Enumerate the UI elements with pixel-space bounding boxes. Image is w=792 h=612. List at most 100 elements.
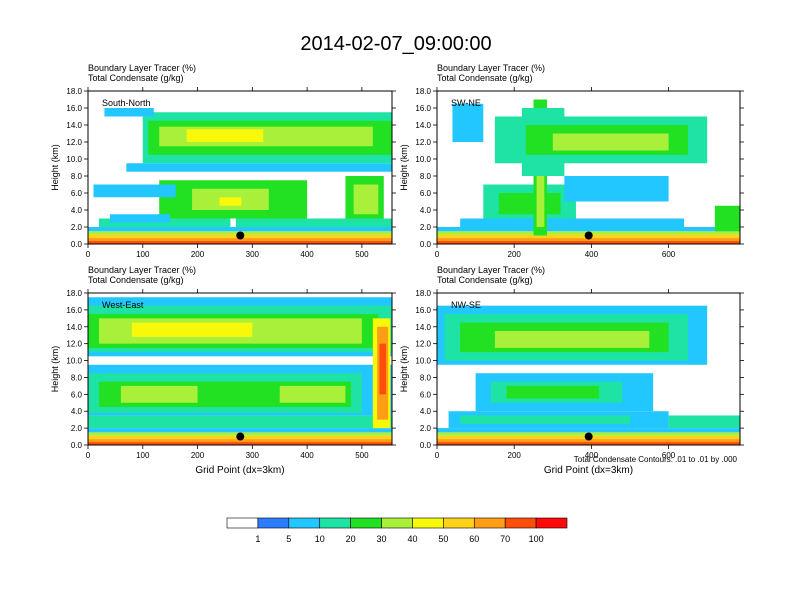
y-tick-label: 18.0: [66, 87, 82, 96]
colorbar-swatch: [535, 517, 568, 529]
y-tick-label: 6.0: [420, 390, 432, 399]
y-tick-label: 2.0: [71, 223, 83, 232]
data-band: [104, 108, 154, 117]
data-band: [494, 331, 650, 348]
panel-field-label: Boundary Layer Tracer (%): [437, 265, 545, 275]
colorbar-swatch: [257, 517, 290, 529]
colorbar-swatch: [381, 517, 413, 529]
colorbar-label: 60: [469, 534, 479, 544]
y-tick-label: 18.0: [66, 289, 82, 298]
colorbar-label: 40: [407, 534, 417, 544]
y-tick-label: 14.0: [66, 323, 82, 332]
data-band: [131, 322, 253, 337]
location-marker: [236, 432, 245, 441]
colorbar-label: 100: [529, 534, 544, 544]
y-tick-label: 0.0: [71, 441, 83, 450]
plot-frame: [436, 292, 741, 446]
colorbar-swatch: [350, 517, 382, 529]
data-band: [437, 428, 740, 433]
data-band: [437, 241, 740, 244]
x-tick-label: 400: [300, 451, 314, 460]
x-tick-label: 200: [508, 250, 522, 259]
data-band: [668, 415, 740, 429]
x-tick-label: 100: [136, 250, 150, 259]
y-tick-label: 10.0: [415, 357, 431, 366]
data-band: [552, 133, 669, 151]
panel-west-east: 0.0 2.0 4.0 6.0 8.0 10.0 12.0 14.0 16.0 18.0 0 100 2…: [50, 265, 396, 476]
location-marker: [236, 231, 245, 240]
panel-name: West-East: [102, 300, 144, 310]
y-tick-label: 16.0: [66, 306, 82, 315]
panel-contour-label: Total Condensate (g/kg): [88, 73, 184, 83]
data-band: [564, 176, 669, 202]
x-tick-label: 500: [355, 250, 369, 259]
y-tick-label: 16.0: [415, 306, 431, 315]
data-band: [235, 218, 392, 227]
data-band: [186, 129, 264, 142]
panel-nw-se: 0.0 2.0 4.0 6.0 8.0 10.0 12.0 14.0 16.0 18.0 0 200 4…: [399, 265, 744, 476]
data-band: [437, 442, 740, 445]
x-tick-label: 400: [300, 250, 314, 259]
panel-field-label: Boundary Layer Tracer (%): [437, 63, 545, 73]
data-band: [88, 439, 392, 443]
data-band: [93, 184, 176, 198]
data-band: [88, 241, 392, 244]
colorbar-label: 5: [286, 534, 291, 544]
colorbar-swatch: [288, 517, 321, 529]
colorbar-label: 10: [315, 534, 325, 544]
data-band: [88, 238, 392, 242]
data-band: [460, 415, 630, 424]
colorbar-label: 20: [346, 534, 356, 544]
y-tick-label: 4.0: [71, 407, 83, 416]
y-tick-label: 2.0: [420, 223, 432, 232]
data-band: [506, 385, 600, 399]
y-tick-label: 4.0: [71, 206, 83, 215]
colorbar: 1 5 10 20 30 40 50 60 70 100: [226, 517, 568, 544]
data-band: [460, 218, 685, 227]
x-tick-label: 100: [136, 451, 150, 460]
colorbar-label: 1: [255, 534, 260, 544]
colorbar-swatch: [319, 517, 351, 529]
x-tick-label: 400: [585, 250, 599, 259]
colorbar-swatch: [443, 517, 475, 529]
y-tick-label: 18.0: [415, 289, 431, 298]
y-tick-label: 8.0: [420, 172, 432, 181]
data-band: [109, 214, 171, 223]
data-band: [437, 238, 740, 242]
panel-name: SW-NE: [451, 98, 481, 108]
x-tick-label: 0: [435, 451, 440, 460]
x-tick-label: 600: [662, 250, 676, 259]
colorbar-label: 30: [377, 534, 387, 544]
data-band: [88, 442, 392, 445]
y-tick-label: 12.0: [66, 340, 82, 349]
colorbar-swatch: [504, 517, 537, 529]
x-tick-label: 200: [508, 451, 522, 460]
panel-contour-label: Total Condensate (g/kg): [88, 275, 184, 285]
y-tick-label: 10.0: [415, 155, 431, 164]
y-axis-label: Height (km): [399, 346, 409, 393]
y-tick-label: 12.0: [66, 138, 82, 147]
data-band: [88, 415, 392, 429]
y-tick-label: 0.0: [420, 240, 432, 249]
y-tick-label: 14.0: [66, 121, 82, 130]
data-band: [437, 439, 740, 443]
y-tick-label: 16.0: [66, 104, 82, 113]
colorbar-label: 70: [500, 534, 510, 544]
y-tick-label: 18.0: [415, 87, 431, 96]
data-band: [120, 385, 198, 403]
y-tick-label: 12.0: [415, 340, 431, 349]
data-band: [126, 163, 392, 172]
panel-name: South-North: [102, 98, 151, 108]
y-axis-label: Height (km): [399, 144, 409, 191]
y-tick-label: 8.0: [71, 172, 83, 181]
x-tick-label: 600: [662, 451, 676, 460]
colorbar-swatch: [226, 517, 259, 529]
plot-frame: [87, 292, 393, 446]
data-band: [437, 227, 740, 232]
data-band: [279, 385, 346, 403]
colorbar-label: 50: [438, 534, 448, 544]
plot-frame: [436, 90, 741, 245]
x-axis-label: Grid Point (dx=3km): [544, 465, 633, 476]
x-tick-label: 300: [246, 250, 260, 259]
